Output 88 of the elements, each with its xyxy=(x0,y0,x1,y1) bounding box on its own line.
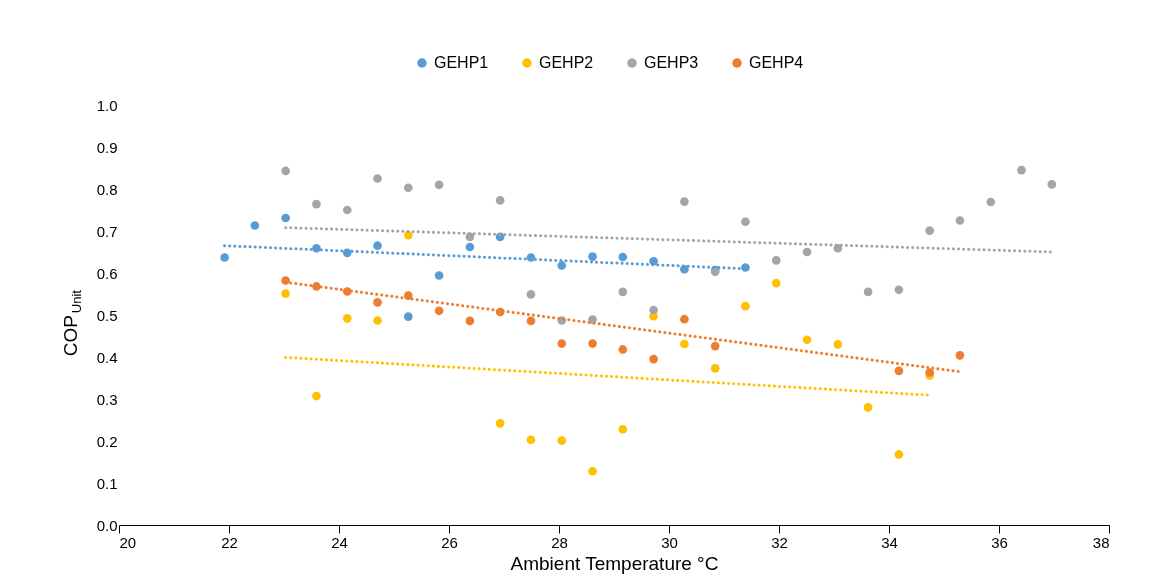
point xyxy=(557,261,567,270)
point xyxy=(771,278,781,288)
y-tick-label: 0.8 xyxy=(96,180,118,198)
point xyxy=(741,217,750,227)
point xyxy=(373,316,382,325)
x-tick-label: 22 xyxy=(221,533,238,551)
point xyxy=(618,252,628,262)
x-tick-label: 28 xyxy=(551,533,568,551)
legend-label: GEHP4 xyxy=(749,54,804,71)
point xyxy=(342,205,352,215)
x-tick-label: 30 xyxy=(661,533,678,551)
point xyxy=(710,364,720,373)
point xyxy=(526,435,536,445)
y-tick-label: 0.5 xyxy=(96,306,118,324)
legend-label: GEHP1 xyxy=(434,54,489,71)
point xyxy=(588,252,597,261)
point xyxy=(403,183,413,193)
point xyxy=(495,419,505,428)
point xyxy=(1047,180,1057,189)
point xyxy=(557,339,567,348)
point xyxy=(863,403,873,412)
x-axis-title: Ambient Temperature °C xyxy=(510,552,719,574)
point xyxy=(955,216,965,225)
point xyxy=(495,196,505,205)
y-tick-label: 0.4 xyxy=(96,348,118,366)
x-tick-label: 36 xyxy=(991,533,1008,551)
point xyxy=(741,301,750,311)
point xyxy=(342,314,352,323)
point xyxy=(526,290,536,299)
point xyxy=(250,221,260,230)
point xyxy=(802,335,812,345)
point xyxy=(434,180,444,190)
x-tick-label: 32 xyxy=(771,533,788,551)
point xyxy=(680,314,689,324)
point xyxy=(312,391,321,401)
point xyxy=(434,306,444,316)
point xyxy=(680,339,689,349)
y-tick-label: 0.0 xyxy=(96,516,118,534)
y-axis-title: COPUnit xyxy=(60,289,84,357)
point xyxy=(618,287,628,297)
point xyxy=(557,436,567,445)
y-tick-label: 0.9 xyxy=(96,138,118,156)
point xyxy=(373,241,382,251)
point xyxy=(925,226,935,235)
point xyxy=(373,174,382,183)
point xyxy=(955,351,965,360)
point xyxy=(863,287,873,297)
point xyxy=(588,339,597,348)
x-tick-label: 20 xyxy=(119,533,137,551)
y-tick-label: 0.7 xyxy=(96,222,118,240)
point xyxy=(894,366,904,376)
y-tick-label: 0.6 xyxy=(96,264,118,282)
point xyxy=(588,466,597,476)
y-tick-label: 1.0 xyxy=(96,96,118,114)
x-tick-label: 26 xyxy=(441,533,458,551)
point xyxy=(680,197,689,206)
point xyxy=(1017,165,1026,175)
point xyxy=(312,199,321,209)
point xyxy=(894,450,904,459)
point xyxy=(618,424,628,434)
point xyxy=(710,341,720,351)
point xyxy=(741,263,750,272)
point xyxy=(771,256,781,265)
y-tick-label: 0.3 xyxy=(96,390,118,408)
point xyxy=(281,289,290,298)
point xyxy=(618,345,628,354)
point xyxy=(373,298,382,307)
x-tick-label: 24 xyxy=(331,533,348,551)
point xyxy=(220,253,229,262)
y-tick-label: 0.1 xyxy=(96,474,118,492)
point xyxy=(526,316,536,326)
legend-label: GEHP2 xyxy=(539,54,594,71)
point xyxy=(403,312,413,321)
x-tick-label: 38 xyxy=(1092,533,1110,551)
point xyxy=(465,242,475,252)
point xyxy=(281,213,290,223)
point xyxy=(833,340,843,349)
point xyxy=(281,166,290,176)
point xyxy=(588,315,597,324)
y-tick-label: 0.2 xyxy=(96,432,118,450)
legend-label: GEHP3 xyxy=(644,54,699,71)
point xyxy=(649,305,658,315)
point xyxy=(465,316,475,326)
point xyxy=(649,354,658,364)
x-tick-label: 34 xyxy=(881,533,898,551)
point xyxy=(986,197,996,207)
point xyxy=(434,271,444,280)
point xyxy=(894,285,904,295)
